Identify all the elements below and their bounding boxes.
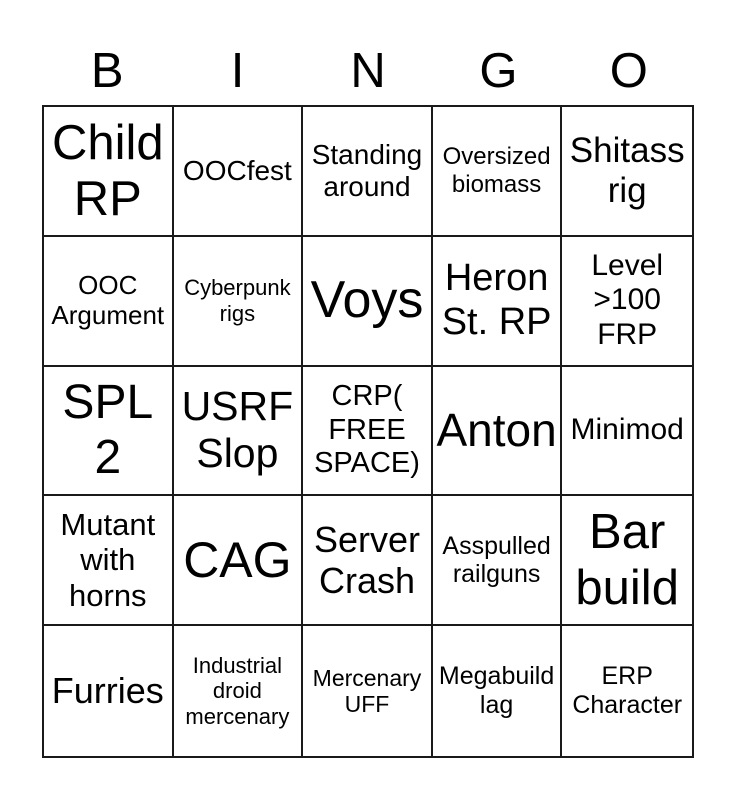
bingo-cell[interactable]: Furries (44, 626, 174, 756)
bingo-cell-text: USRF Slop (181, 383, 294, 477)
bingo-cell-text: Heron St. RP (441, 257, 552, 343)
bingo-cell[interactable]: Child RP (44, 107, 174, 237)
bingo-cell[interactable]: CRP( FREE SPACE) (303, 366, 433, 497)
bingo-cell[interactable]: Level >100 FRP (562, 236, 692, 367)
bingo-cell-text: Bar build (575, 504, 679, 616)
bingo-cell-text: Oversized biomass (442, 143, 551, 198)
bingo-cell-text: Mutant with horns (60, 506, 156, 614)
bingo-cell-text: CAG (183, 531, 292, 588)
bingo-cell-text: Industrial droid mercenary (185, 653, 290, 729)
bingo-cell[interactable]: Mercenary UFF (303, 626, 433, 756)
bingo-cell[interactable]: Asspulled railguns (432, 496, 563, 627)
bingo-cell[interactable]: Bar build (562, 496, 692, 627)
bingo-cell[interactable]: Server Crash (303, 496, 433, 627)
bingo-cell-text: CRP( FREE SPACE) (314, 380, 420, 480)
bingo-cell-text: Standing around (311, 138, 423, 202)
bingo-cell-text: SPL 2 (62, 376, 154, 485)
bingo-header-letter: N (350, 44, 386, 98)
bingo-cell-text: Cyberpunk rigs (184, 275, 291, 326)
bingo-cell-text: Server Crash (313, 518, 420, 602)
bingo-cell[interactable]: Standing around (303, 107, 433, 237)
bingo-cell[interactable]: SPL 2 (44, 366, 174, 497)
bingo-cell-text: ERP Character (572, 662, 683, 720)
bingo-cell-text: Shitass rig (569, 130, 685, 210)
bingo-cell[interactable]: Mutant with horns (44, 496, 174, 627)
bingo-cell[interactable]: Heron St. RP (432, 236, 563, 367)
bingo-cell[interactable]: USRF Slop (173, 366, 304, 497)
bingo-cell[interactable]: Voys (303, 236, 433, 367)
bingo-cell-text: Asspulled railguns (442, 531, 551, 589)
bingo-header-letter: I (230, 44, 245, 98)
bingo-cell-text: Level >100 FRP (591, 248, 664, 351)
bingo-cell[interactable]: Megabuild lag (432, 626, 563, 756)
bingo-header-letter: G (479, 44, 518, 98)
bingo-cell[interactable]: Oversized biomass (432, 107, 563, 237)
bingo-cell[interactable]: OOC Argument (44, 236, 174, 367)
bingo-cell-text: Anton (436, 404, 557, 457)
bingo-cell-text: Child RP (51, 115, 164, 226)
bingo-cell[interactable]: CAG (173, 496, 304, 627)
bingo-cell-text: Megabuild lag (438, 662, 555, 720)
bingo-cell[interactable]: Shitass rig (562, 107, 692, 237)
bingo-cell[interactable]: Anton (432, 366, 563, 497)
bingo-cell-text: OOCfest (182, 154, 292, 186)
bingo-cell[interactable]: ERP Character (562, 626, 692, 756)
bingo-cell[interactable]: OOCfest (173, 107, 304, 237)
bingo-cell[interactable]: Industrial droid mercenary (173, 626, 304, 756)
bingo-cell-text: OOC Argument (51, 269, 165, 330)
bingo-cell[interactable]: Minimod (562, 366, 692, 497)
bingo-cell[interactable]: Cyberpunk rigs (173, 236, 304, 367)
bingo-cell-text: Voys (310, 270, 424, 329)
bingo-cell-text: Furries (51, 670, 164, 712)
bingo-cell-text: Minimod (570, 413, 684, 447)
bingo-header-letter: O (609, 44, 648, 98)
bingo-cell-text: Mercenary UFF (312, 664, 422, 718)
bingo-grid: Child RP OOCfest Standing around Oversized … (42, 105, 694, 758)
bingo-header-letter: B (90, 44, 124, 98)
